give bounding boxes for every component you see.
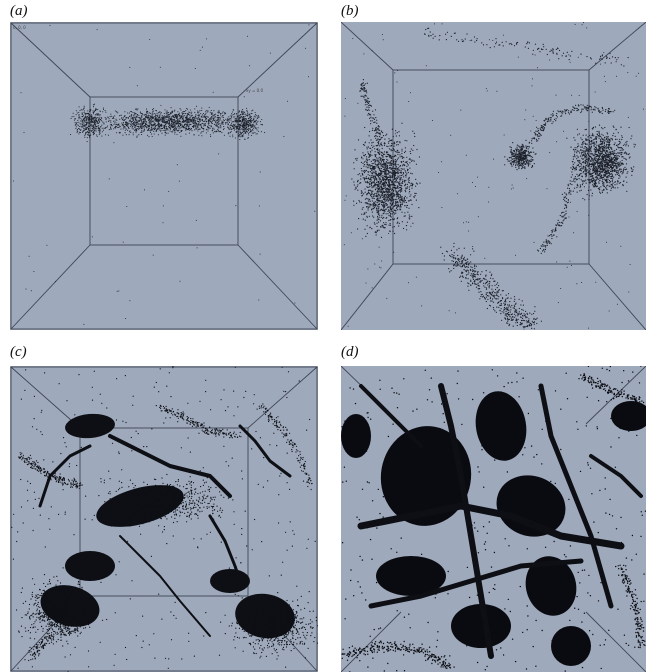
panel-label-d: (d) xyxy=(341,344,359,360)
box-edges xyxy=(10,22,318,330)
panel-a-render: 0, 0, 0 xy = 0.0 xyxy=(10,22,318,330)
panel-d-image xyxy=(341,366,646,672)
annotation-label: xy = 0.0 xyxy=(246,88,263,93)
corner-label: 0, 0, 0 xyxy=(13,25,26,30)
panel-d-render xyxy=(341,366,646,672)
panel-a-image: 0, 0, 0 xy = 0.0 xyxy=(10,22,318,330)
panel-c-image xyxy=(10,366,318,672)
panel-b-image xyxy=(341,22,646,330)
panel-label-b: (b) xyxy=(341,3,359,19)
panel-label-c: (c) xyxy=(10,344,27,360)
box-edges xyxy=(341,22,646,330)
panel-c-render xyxy=(10,366,318,672)
panel-label-a: (a) xyxy=(10,3,28,19)
panel-b-render xyxy=(341,22,646,330)
